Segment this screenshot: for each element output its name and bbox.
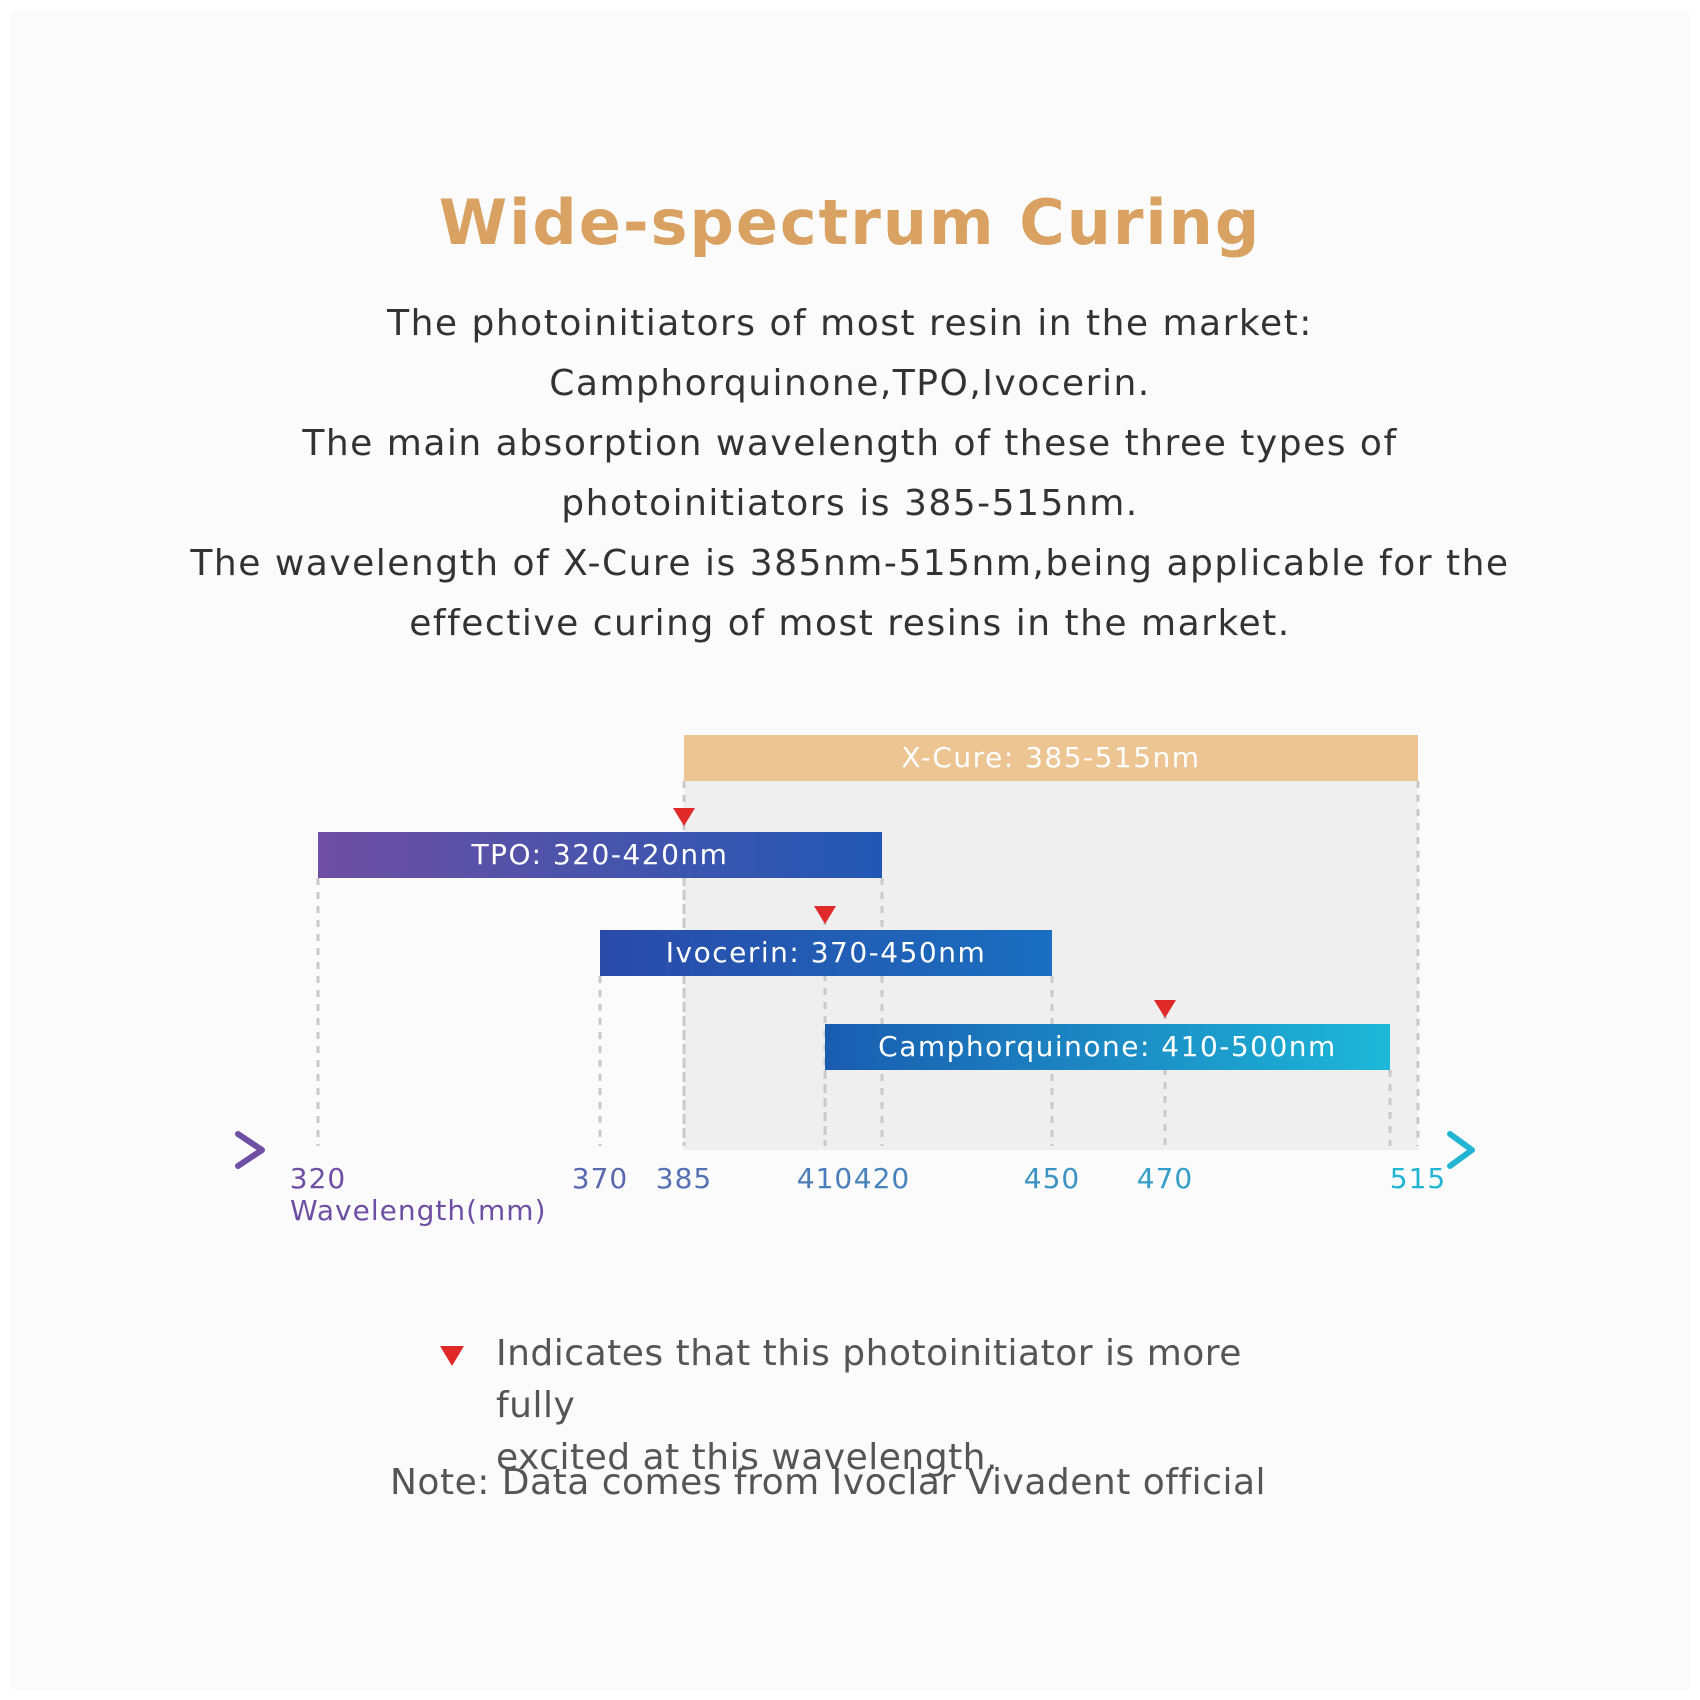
bar-ivocerin bbox=[600, 930, 1052, 976]
peak-marker-icon bbox=[1154, 1000, 1176, 1018]
description-line: The wavelength of X-Cure is 385nm-515nm,… bbox=[190, 543, 1510, 584]
bar-tpo bbox=[318, 832, 882, 878]
page-title: Wide-spectrum Curing bbox=[438, 186, 1262, 259]
bar-label-ivocerin: Ivocerin: 370-450nm bbox=[666, 936, 986, 969]
bar-camphorquinone bbox=[825, 1024, 1390, 1070]
description: The photoinitiators of most resin in the… bbox=[150, 294, 1550, 654]
x-tick-label: 420 bbox=[854, 1162, 910, 1195]
description-line: Camphorquinone,TPO,Ivocerin. bbox=[549, 363, 1151, 404]
bar-label-x-cure: X-Cure: 385-515nm bbox=[901, 741, 1200, 774]
axis-start-arrow-icon bbox=[235, 1131, 265, 1169]
bar-label-tpo: TPO: 320-420nm bbox=[471, 838, 729, 871]
description-line: The main absorption wavelength of these … bbox=[302, 423, 1398, 464]
axis-end-arrow-icon bbox=[1447, 1131, 1475, 1169]
legend-text: Indicates that this photoinitiator is mo… bbox=[496, 1328, 1316, 1484]
x-tick-label: 320 bbox=[290, 1162, 346, 1195]
peak-marker-icon bbox=[673, 808, 695, 826]
description-line: The photoinitiators of most resin in the… bbox=[387, 303, 1313, 344]
source-note: Note: Data comes from Ivoclar Vivadent o… bbox=[390, 1462, 1267, 1503]
description-line: photoinitiators is 385-515nm. bbox=[561, 483, 1139, 524]
marker-triangle-icon bbox=[440, 1346, 464, 1366]
x-tick-label: 385 bbox=[656, 1162, 712, 1195]
x-tick-label: 470 bbox=[1137, 1162, 1193, 1195]
x-axis-title: Wavelength(mm) bbox=[290, 1194, 547, 1227]
wavelength-chart: X-Cure: 385-515nm TPO: 320-420nm Ivocerin:… bbox=[208, 735, 1475, 1227]
legend-text-line: Indicates that this photoinitiator is mo… bbox=[496, 1333, 1242, 1426]
bar-xcure bbox=[684, 735, 1418, 781]
x-tick-label: 370 bbox=[572, 1162, 628, 1195]
peak-marker-icon bbox=[814, 906, 836, 924]
x-tick-label: 450 bbox=[1024, 1162, 1080, 1195]
x-tick-label: 515 bbox=[1390, 1162, 1446, 1195]
bar-label-camphorquinone: Camphorquinone: 410-500nm bbox=[878, 1030, 1337, 1063]
description-line: effective curing of most resins in the m… bbox=[409, 603, 1291, 644]
legend-text-line: excited at this wavelength. bbox=[496, 1437, 998, 1478]
x-tick-label: 410 bbox=[797, 1162, 853, 1195]
